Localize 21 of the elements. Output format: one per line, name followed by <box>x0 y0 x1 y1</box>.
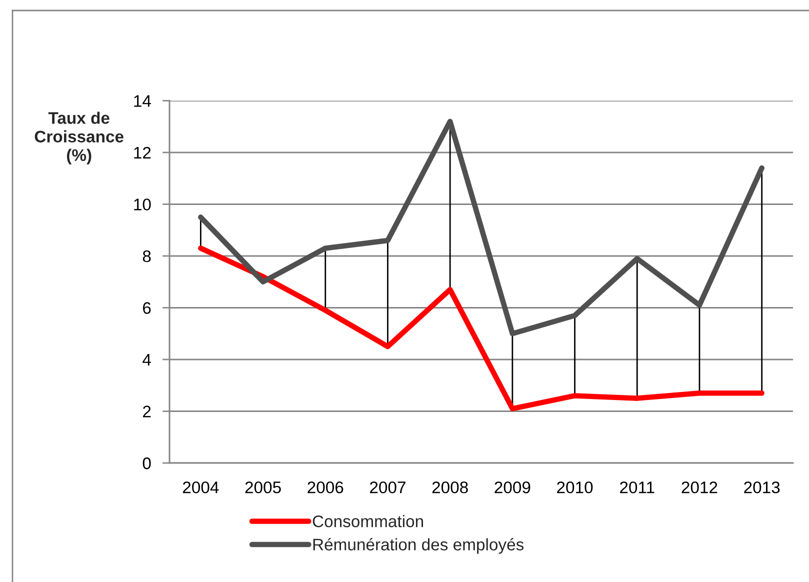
x-tick-label: 2011 <box>620 481 654 494</box>
y-tick-label: 2 <box>143 406 151 418</box>
y-axis-title: Taux de Croissance (%) <box>34 112 124 164</box>
x-tick-label: 2013 <box>744 481 780 494</box>
x-tick-label: 2009 <box>494 481 530 494</box>
x-tick-label: 2008 <box>432 481 468 494</box>
y-tick-label: 0 <box>142 457 151 470</box>
x-tick-label: 2012 <box>682 481 718 494</box>
legend-label: Consommation <box>312 515 424 528</box>
x-tick-label: 2006 <box>308 481 344 494</box>
x-tick-label: 2005 <box>245 481 281 494</box>
y-tick-label: 8 <box>142 250 151 262</box>
y-tick-label: 12 <box>134 146 151 158</box>
y-tick-label: 10 <box>134 198 151 210</box>
x-tick-label: 2010 <box>557 481 593 494</box>
y-tick-label: 14 <box>134 95 151 107</box>
y-tick-label: 4 <box>142 354 151 366</box>
x-tick-label: 2007 <box>370 481 406 494</box>
legend-label: Rémunération des employés <box>313 538 524 554</box>
x-tick-label: 2004 <box>182 481 219 494</box>
y-tick-label: 6 <box>143 302 151 314</box>
